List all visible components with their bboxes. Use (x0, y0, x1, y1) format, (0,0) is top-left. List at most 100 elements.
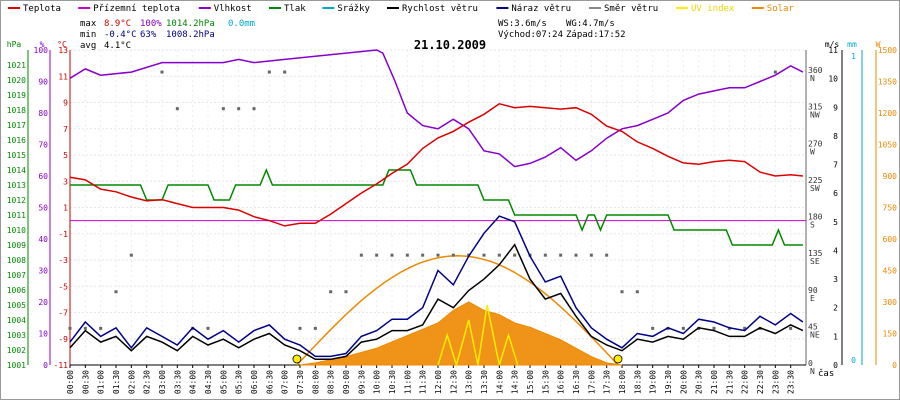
legend-label-tlak: Tlak (284, 4, 306, 14)
tick-label-x: 15:00 (526, 370, 535, 394)
tick-label-x: 10:30 (388, 370, 397, 394)
tick-label-hum: 0 (43, 361, 48, 370)
sun-marker (613, 354, 623, 364)
wind-direction-point (789, 326, 793, 330)
sun-marker (292, 354, 302, 364)
tick-label-x: 18:30 (633, 370, 642, 394)
wind-direction-point (114, 290, 118, 294)
tick-label-wind: 5 (833, 218, 838, 227)
series-pressure (70, 168, 803, 246)
tick-label-dir: 135 (808, 249, 823, 258)
tick-label-x: 01:30 (112, 370, 121, 394)
wind-direction-point (237, 107, 241, 111)
tick-label-solar: 600 (883, 235, 898, 244)
tick-label-x: 22:00 (741, 370, 750, 394)
series-humidity (69, 49, 804, 168)
tick-label-press: 1010 (7, 226, 26, 235)
wind-direction-point (451, 253, 455, 257)
wind-direction-point (68, 326, 72, 330)
tick-label-hum: 60 (38, 172, 48, 181)
tick-label-x: 16:00 (557, 370, 566, 394)
tick-label-dir: 270 (808, 139, 823, 148)
tick-label-hum: 10 (38, 330, 48, 339)
tick-label-wind: 2 (833, 304, 838, 313)
tick-label-dir-name: W (810, 147, 815, 156)
wind-direction-point (252, 107, 256, 111)
tick-label-press: 1012 (7, 196, 26, 205)
tick-label-solar: 1200 (878, 109, 897, 118)
tick-label-dir-name: NE (810, 330, 820, 339)
tick-label-x: 23:00 (771, 370, 780, 394)
tick-label-press: 1008 (7, 256, 26, 265)
tick-label-press: 1019 (7, 91, 26, 100)
tick-label-dir-name: SE (810, 257, 820, 266)
wind-direction-point (99, 326, 103, 330)
tick-label-dir: 225 (808, 176, 823, 185)
wind-direction-point (175, 107, 179, 111)
tick-label-wind: 11 (828, 46, 838, 55)
tick-label-press: 1018 (7, 106, 26, 115)
tick-label-x: 00:30 (81, 370, 90, 394)
legend-label-naraz: Náraz větru (511, 4, 571, 14)
tick-label-x: 06:00 (250, 370, 259, 394)
tick-label-x: 18:00 (618, 370, 627, 394)
tick-label-x: 12:00 (434, 370, 443, 394)
tick-label-x: 04:30 (204, 370, 213, 394)
tick-label-wind: 6 (833, 189, 838, 198)
tick-label-temp: -1 (58, 230, 68, 239)
tick-label-temp: -7 (58, 309, 68, 318)
tick-label-hum: 90 (38, 78, 48, 87)
tick-label-x: 03:30 (173, 370, 182, 394)
unit-label-rain: mm (847, 40, 857, 49)
stat-max-label: max (80, 19, 97, 29)
tick-label-x: 02:30 (143, 370, 152, 394)
tick-label-press: 1004 (7, 316, 26, 325)
wind-direction-point (635, 290, 639, 294)
stat-sunrise: Východ:07:24 (498, 30, 563, 40)
tick-label-dir-name: S (810, 221, 815, 230)
tick-label-hum: 70 (38, 141, 48, 150)
tick-label-solar: 900 (883, 172, 898, 181)
legend-label-rychlost: Rychlost větru (402, 4, 478, 14)
tick-label-x: 17:30 (603, 370, 612, 394)
wind-direction-point (298, 326, 302, 330)
tick-label-temp: -9 (58, 335, 68, 344)
wind-direction-point (421, 253, 425, 257)
tick-label-dir-name: N (810, 74, 815, 83)
tick-label-x: 21:00 (710, 370, 719, 394)
tick-label-temp: -5 (58, 282, 68, 291)
stat-max-hum: 100% (140, 19, 162, 29)
tick-label-x: 22:30 (756, 370, 765, 394)
stat-min-hum: 63% (140, 30, 157, 40)
tick-label-dir: 360 (808, 66, 823, 75)
stat-wind-speed: WS:3.6m/s (498, 19, 547, 29)
gridlines (69, 49, 806, 366)
tick-label-wind: 9 (833, 103, 838, 112)
tick-label-x: 19:30 (664, 370, 673, 394)
tick-label-solar: 1050 (878, 141, 897, 150)
tick-label-dir-name: NW (810, 111, 820, 120)
tick-label-x: 23:30 (787, 370, 796, 394)
tick-label-temp: -11 (54, 361, 69, 370)
tick-label-press: 1007 (7, 271, 26, 280)
wind-direction-point (436, 253, 440, 257)
tick-label-x: 00:00 (66, 370, 75, 394)
series-wind-speed (69, 243, 804, 361)
tick-label-press: 1013 (7, 181, 26, 190)
tick-label-press: 1017 (7, 121, 26, 130)
tick-label-solar: 450 (883, 267, 898, 276)
legend-label-vlhkost: Vlhkost (214, 4, 252, 14)
tick-label-temp: 11 (58, 72, 68, 81)
tick-label-x: 15:30 (541, 370, 550, 394)
stat-max-temp: 8.9°C (104, 19, 131, 29)
unit-label-temp: °C (57, 40, 67, 49)
legend-label-uv: UV index (691, 4, 735, 14)
wind-direction-point (313, 326, 317, 330)
wind-direction-point (574, 253, 578, 257)
tick-label-x: 08:00 (311, 370, 320, 394)
tick-label-x: 14:30 (511, 370, 520, 394)
series-solar (299, 301, 623, 366)
tick-label-dir: 90 (808, 286, 818, 295)
tick-label-temp: -3 (58, 256, 68, 265)
stat-avg-label: avg (80, 41, 96, 51)
